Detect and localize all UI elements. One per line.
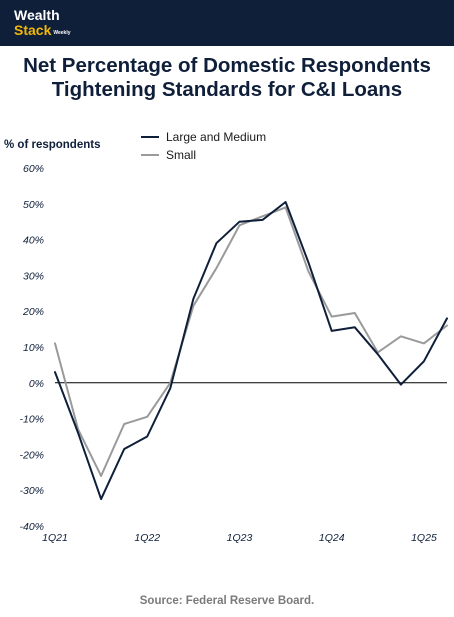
y-tick-label: 50% xyxy=(23,199,44,211)
series-line-small xyxy=(54,206,448,477)
chart-title: Net Percentage of Domestic Respondents T… xyxy=(0,54,454,102)
legend-swatch-small xyxy=(141,154,159,156)
x-tick-label: 1Q23 xyxy=(227,532,253,544)
series-line-large-medium xyxy=(54,201,448,501)
brand-name-suffix: Weekly xyxy=(53,30,71,36)
chart-title-line-2: Tightening Standards for C&I Loans xyxy=(51,78,403,101)
y-tick-label: 40% xyxy=(23,235,44,247)
y-tick-label: 20% xyxy=(22,306,44,318)
x-tick-label: 1Q21 xyxy=(42,532,68,544)
legend-label-small: Small xyxy=(166,148,197,162)
brand-name-top: Wealth xyxy=(14,7,60,23)
y-tick-label: 0% xyxy=(29,378,44,390)
y-tick-label: 30% xyxy=(23,270,44,282)
x-tick-label: 1Q22 xyxy=(134,532,160,544)
y-tick-label: 60% xyxy=(23,163,44,175)
legend-item-large-medium: Large and Medium xyxy=(141,128,266,146)
y-tick-label: -20% xyxy=(19,449,44,461)
brand-logo: Wealth Stack Weekly xyxy=(14,8,71,39)
brand-name-bottom: Stack xyxy=(14,22,52,38)
legend-item-small: Small xyxy=(141,146,266,164)
chart-legend: Large and Medium Small xyxy=(141,128,266,164)
y-tick-label: -10% xyxy=(19,414,44,426)
y-tick-label: -40% xyxy=(19,521,44,533)
y-tick-label: -30% xyxy=(19,485,44,497)
x-tick-label: 1Q24 xyxy=(319,532,345,544)
chart-title-line-1: Net Percentage of Domestic Respondents xyxy=(23,54,431,77)
x-tick-label: 1Q25 xyxy=(411,532,437,544)
header-bar: Wealth Stack Weekly xyxy=(0,0,454,46)
legend-swatch-large-medium xyxy=(141,136,159,138)
legend-label-large-medium: Large and Medium xyxy=(166,130,267,144)
source-note: Source: Federal Reserve Board. xyxy=(139,595,315,607)
y-tick-label: 10% xyxy=(23,342,44,354)
y-axis-label: % of respondents xyxy=(4,139,101,151)
